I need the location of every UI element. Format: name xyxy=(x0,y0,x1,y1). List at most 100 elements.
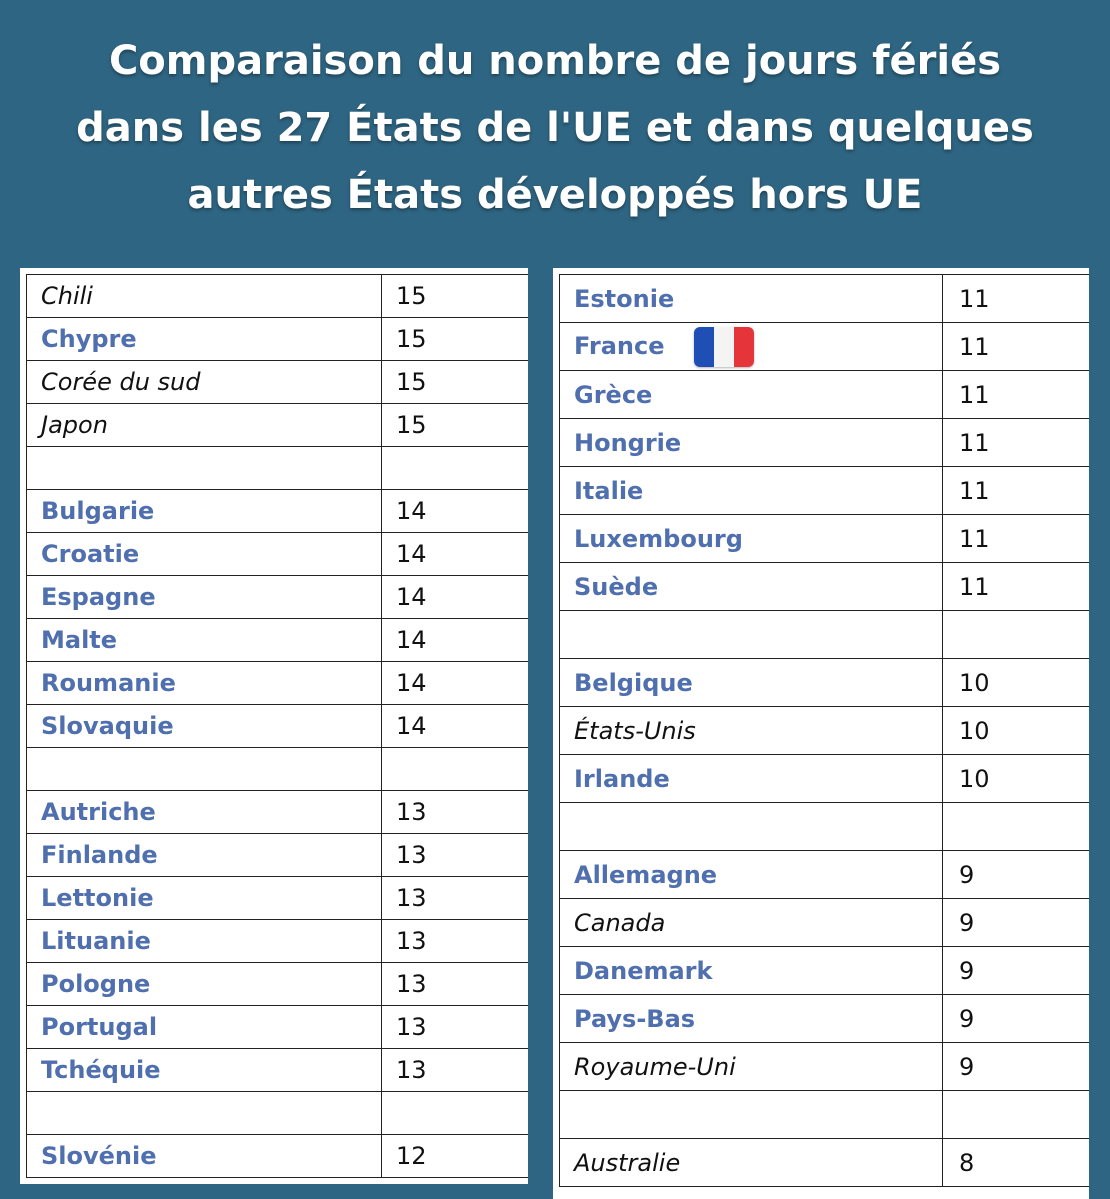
country-cell: Espagne xyxy=(26,575,382,619)
country-name: Chili xyxy=(41,282,93,310)
table-row: Pays-Bas 9 xyxy=(559,994,1089,1043)
country-name: Belgique xyxy=(574,668,693,697)
days-cell xyxy=(942,802,1089,851)
table-row: Irlande 10 xyxy=(559,754,1089,803)
days-cell: 14 xyxy=(381,489,528,533)
table-row: Belgique 10 xyxy=(559,658,1089,707)
days-cell: 10 xyxy=(942,658,1089,707)
country-cell: Slovaquie xyxy=(26,704,382,748)
days-cell xyxy=(381,747,528,791)
table-row: Danemark 9 xyxy=(559,946,1089,995)
country-cell xyxy=(559,610,943,659)
country-name: Slovénie xyxy=(41,1142,157,1170)
table-row: Finlande 13 xyxy=(26,833,528,877)
days-cell: 11 xyxy=(942,514,1089,563)
table-row: Chili 15 xyxy=(26,274,528,318)
days-cell: 14 xyxy=(381,575,528,619)
table-row: Italie 11 xyxy=(559,466,1089,515)
days-cell: 14 xyxy=(381,661,528,705)
country-name: Roumanie xyxy=(41,669,176,697)
table-row: Canada 9 xyxy=(559,898,1089,947)
country-name: Espagne xyxy=(41,583,156,611)
country-cell: Luxembourg xyxy=(559,514,943,563)
country-cell xyxy=(559,802,943,851)
country-name: Canada xyxy=(574,908,666,937)
days-cell: 11 xyxy=(942,562,1089,611)
days-cell: 9 xyxy=(942,850,1089,899)
days-cell: 11 xyxy=(942,418,1089,467)
days-cell: 12 xyxy=(381,1134,528,1178)
table-row xyxy=(26,446,528,490)
table-row: Espagne 14 xyxy=(26,575,528,619)
table-row xyxy=(559,610,1089,659)
table-row: Lituanie 13 xyxy=(26,919,528,963)
table-row: Autriche 13 xyxy=(26,790,528,834)
table-row: Tchéquie 13 xyxy=(26,1048,528,1092)
title-line-1: Comparaison du nombre de jours fériés xyxy=(108,38,1002,84)
table-row: Luxembourg 11 xyxy=(559,514,1089,563)
days-cell: 15 xyxy=(381,274,528,318)
country-cell: Tchéquie xyxy=(26,1048,382,1092)
country-cell: Lituanie xyxy=(26,919,382,963)
country-name: Finlande xyxy=(41,841,158,869)
table-row: Bulgarie 14 xyxy=(26,489,528,533)
country-cell: Corée du sud xyxy=(26,360,382,404)
right-table-panel: Estonie 11 France 11 Grèce 11 Hongrie 11 Italie 1… xyxy=(553,268,1089,1199)
table-row: Portugal 13 xyxy=(26,1005,528,1049)
country-name: Portugal xyxy=(41,1013,158,1041)
country-name: Grèce xyxy=(574,380,653,409)
days-cell: 13 xyxy=(381,919,528,963)
table-row: Lettonie 13 xyxy=(26,876,528,920)
page-title: Comparaison du nombre de jours fériés da… xyxy=(0,28,1110,229)
country-cell: Slovénie xyxy=(26,1134,382,1178)
country-name: Chypre xyxy=(41,325,137,353)
country-cell: Irlande xyxy=(559,754,943,803)
days-cell: 11 xyxy=(942,466,1089,515)
country-name: Estonie xyxy=(574,284,675,313)
country-name: Japon xyxy=(41,411,108,439)
days-cell: 13 xyxy=(381,1005,528,1049)
country-name: Lettonie xyxy=(41,884,154,912)
days-cell: 14 xyxy=(381,532,528,576)
days-cell xyxy=(942,1090,1089,1139)
country-name: Corée du sud xyxy=(41,368,201,396)
table-row: France 11 xyxy=(559,322,1089,371)
table-row: Slovaquie 14 xyxy=(26,704,528,748)
country-cell xyxy=(559,1090,943,1139)
table-row: Pologne 13 xyxy=(26,962,528,1006)
table-row xyxy=(26,1091,528,1135)
days-cell: 11 xyxy=(942,322,1089,371)
country-cell: Portugal xyxy=(26,1005,382,1049)
days-cell xyxy=(942,610,1089,659)
country-cell: Chili xyxy=(26,274,382,318)
country-cell: France xyxy=(559,322,943,371)
country-name: Autriche xyxy=(41,798,156,826)
country-name: Luxembourg xyxy=(574,524,743,553)
table-row: Roumanie 14 xyxy=(26,661,528,705)
days-cell: 10 xyxy=(942,754,1089,803)
title-line-3: autres États développés hors UE xyxy=(187,172,923,218)
country-name: Hongrie xyxy=(574,428,682,457)
country-cell: Hongrie xyxy=(559,418,943,467)
days-cell: 15 xyxy=(381,403,528,447)
table-row: Croatie 14 xyxy=(26,532,528,576)
days-cell: 13 xyxy=(381,962,528,1006)
country-name: Croatie xyxy=(41,540,140,568)
table-row xyxy=(559,802,1089,851)
country-cell xyxy=(26,446,382,490)
days-cell: 14 xyxy=(381,704,528,748)
days-cell: 15 xyxy=(381,317,528,361)
table-row xyxy=(26,747,528,791)
country-name: Irlande xyxy=(574,764,670,793)
country-cell: Danemark xyxy=(559,946,943,995)
country-name: États-Unis xyxy=(574,716,696,745)
table-row: Japon 15 xyxy=(26,403,528,447)
table-row: Corée du sud 15 xyxy=(26,360,528,404)
days-cell: 11 xyxy=(942,370,1089,419)
days-cell xyxy=(381,446,528,490)
country-cell: Chypre xyxy=(26,317,382,361)
table-row: Grèce 11 xyxy=(559,370,1089,419)
country-name: Australie xyxy=(574,1148,681,1177)
table-row: Royaume-Uni 9 xyxy=(559,1042,1089,1091)
country-cell: Estonie xyxy=(559,274,943,323)
